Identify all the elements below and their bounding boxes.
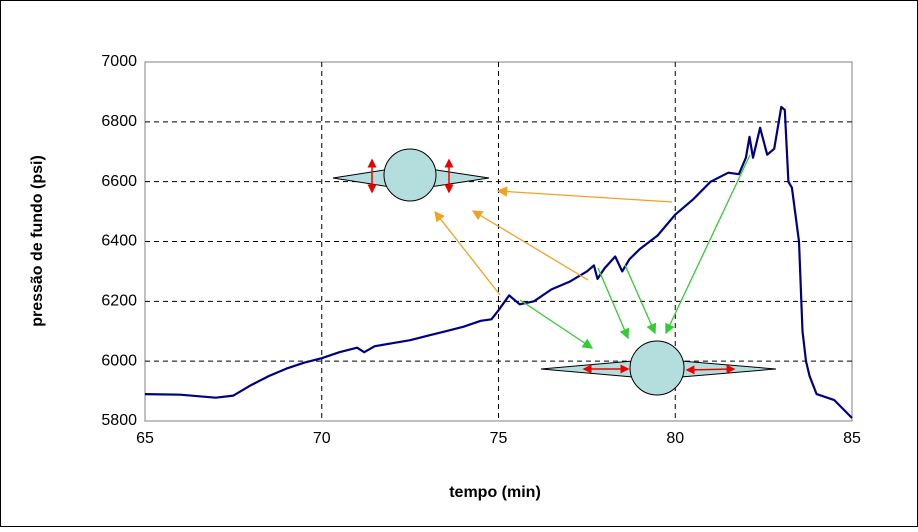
green-arrow [519,299,594,349]
green-arrow [665,154,751,335]
y-tick-label: 6400 [101,233,137,250]
orange-arrow [496,186,673,203]
y-tick-label: 6600 [101,173,137,190]
data-line [144,105,853,419]
arrows [434,154,751,349]
diagram-upper [332,148,490,202]
x-tick-label: 70 [313,430,331,447]
circle [629,340,685,396]
y-axis-label: pressão de fundo (psi) [29,155,46,327]
y-tick-label: 7000 [101,53,137,70]
x-axis-label: tempo (min) [449,484,541,501]
y-tick-label: 6800 [101,113,137,130]
y-tick-label: 5800 [101,412,137,429]
y-tick-label: 6000 [101,352,137,369]
x-tick-label: 80 [666,430,684,447]
y-tick-label: 6200 [101,293,137,310]
diagram-lower [540,340,777,396]
orange-arrow [471,210,589,281]
orange-arrow [434,210,501,296]
red-arrow [685,364,736,375]
green-arrow [597,267,630,340]
circle [383,148,437,202]
x-tick-label: 65 [136,430,154,447]
x-tick-label: 75 [490,430,508,447]
green-arrow [624,264,657,335]
x-tick-label: 85 [843,430,861,447]
